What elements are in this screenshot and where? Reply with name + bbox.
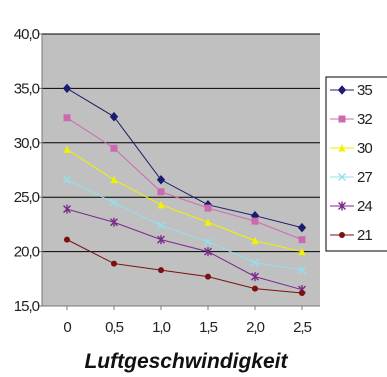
- series-line-32: [66, 117, 303, 241]
- data-point-32-1: [110, 144, 118, 152]
- y-tick-label-30-0: 30,0: [14, 135, 40, 152]
- series-27: [63, 175, 306, 275]
- legend-label-24: 24: [357, 198, 372, 215]
- data-point-24-2: [157, 235, 165, 245]
- data-point-21-1: [111, 260, 117, 267]
- data-point-24-1: [110, 217, 118, 227]
- data-point-24-0: [63, 204, 71, 214]
- data-point-24-3: [204, 247, 212, 257]
- legend-item-27: 27: [330, 169, 373, 186]
- data-point-27-5: [298, 266, 306, 275]
- data-point-32-4: [251, 217, 259, 225]
- data-point-27-1: [110, 198, 118, 207]
- data-point-32-3: [204, 204, 212, 212]
- gridlines: [42, 33, 320, 253]
- data-point-30-3: [204, 218, 212, 226]
- data-point-21-5: [299, 289, 305, 296]
- data-point-24-4: [251, 272, 259, 282]
- series-line-21: [66, 239, 303, 294]
- y-axis-ticks: 15,0 20,0 25,0 30,0 35,0 40,0: [14, 26, 42, 315]
- x-axis-ticks: 0 0,5 1,0 1,5 2,0 2,5: [63, 306, 313, 336]
- data-point-27-0: [63, 175, 71, 184]
- data-point-32-2: [157, 188, 165, 196]
- legend-marker: [338, 115, 346, 123]
- y-tick-label-25-0: 25,0: [14, 189, 40, 206]
- data-point-21-3: [205, 273, 211, 280]
- legend-marker: [338, 144, 346, 152]
- data-point-32-0: [63, 114, 71, 122]
- y-tick-label-40-0: 40,0: [14, 26, 40, 43]
- legend-item-30: 30: [330, 140, 373, 157]
- data-point-35-2: [156, 175, 166, 185]
- series-32: [63, 114, 306, 244]
- data-point-30-0: [63, 145, 71, 153]
- series-line-35: [66, 87, 303, 229]
- data-point-30-2: [157, 200, 165, 209]
- y-tick-label-15-0: 15,0: [14, 298, 40, 315]
- legend-marker: [338, 201, 346, 211]
- y-tick-label-35-0: 35,0: [14, 80, 40, 97]
- legend: 35 32 30 27 24 21: [325, 76, 387, 252]
- data-point-21-4: [252, 285, 258, 292]
- data-point-30-5: [298, 247, 306, 256]
- plot-area: [42, 34, 320, 306]
- data-point-35-0: [62, 83, 72, 94]
- data-point-30-4: [251, 236, 259, 245]
- x-tick-label-1-5: 1,5: [199, 319, 218, 336]
- data-point-21-0: [64, 236, 70, 243]
- legend-label-21: 21: [357, 227, 372, 244]
- legend-label-30: 30: [357, 140, 372, 157]
- legend-marker: [338, 173, 346, 181]
- legend-item-21: 21: [330, 227, 373, 244]
- series-line-30: [66, 148, 303, 253]
- legend-item-24: 24: [330, 198, 373, 215]
- legend-item-35: 35: [330, 82, 373, 99]
- legend-marker: [337, 85, 347, 95]
- series-layer: [62, 83, 307, 296]
- series-line-24: [66, 208, 303, 291]
- data-point-27-4: [251, 258, 259, 267]
- data-point-35-5: [297, 222, 307, 233]
- data-point-27-3: [204, 237, 212, 246]
- data-point-30-1: [110, 175, 118, 184]
- series-30: [63, 145, 306, 256]
- legend-label-27: 27: [357, 169, 372, 186]
- x-tick-label-2-5: 2,5: [293, 319, 312, 336]
- data-point-35-1: [109, 111, 119, 122]
- legend-item-32: 32: [330, 111, 373, 128]
- y-tick-label-20-0: 20,0: [14, 244, 40, 261]
- legend-marker: [339, 232, 345, 238]
- data-point-32-5: [298, 236, 306, 244]
- x-tick-label-2-0: 2,0: [246, 319, 265, 336]
- legend-box: [325, 76, 387, 252]
- series-21: [64, 236, 305, 296]
- data-point-21-2: [158, 267, 164, 274]
- legend-label-32: 32: [357, 111, 372, 128]
- x-tick-label-0-5: 0,5: [105, 319, 124, 336]
- series-line-27: [66, 179, 303, 271]
- data-point-27-2: [157, 221, 165, 230]
- legend-label-35: 35: [357, 82, 372, 99]
- x-tick-label-0: 0: [63, 319, 71, 336]
- x-tick-label-1-0: 1,0: [152, 319, 171, 336]
- x-axis-title: Luftgeschwindigkeit: [84, 350, 288, 373]
